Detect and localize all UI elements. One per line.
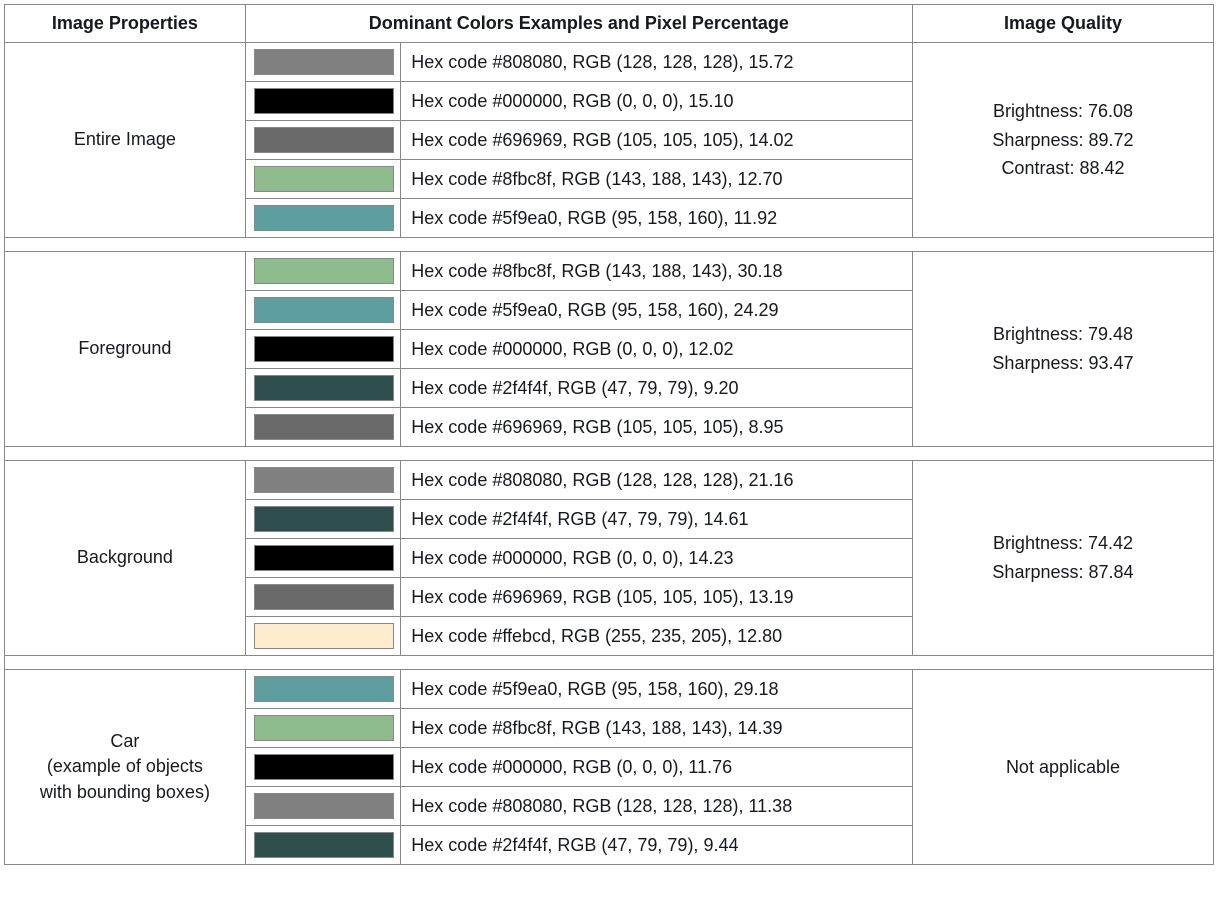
color-swatch-cell	[245, 461, 401, 500]
color-description: Hex code #2f4f4f, RGB (47, 79, 79), 9.20	[401, 369, 913, 408]
color-swatch-cell	[245, 121, 401, 160]
property-label: Foreground	[5, 252, 246, 447]
quality-metrics: Brightness: 76.08Sharpness: 89.72Contras…	[912, 43, 1213, 238]
color-description: Hex code #5f9ea0, RGB (95, 158, 160), 29…	[401, 670, 913, 709]
color-swatch	[254, 205, 394, 231]
color-description: Hex code #5f9ea0, RGB (95, 158, 160), 11…	[401, 199, 913, 238]
color-swatch-cell	[245, 709, 401, 748]
color-swatch	[254, 623, 394, 649]
color-swatch-cell	[245, 539, 401, 578]
color-swatch-cell	[245, 43, 401, 82]
color-swatch-cell	[245, 670, 401, 709]
color-swatch	[254, 754, 394, 780]
color-description: Hex code #8fbc8f, RGB (143, 188, 143), 3…	[401, 252, 913, 291]
color-description: Hex code #696969, RGB (105, 105, 105), 8…	[401, 408, 913, 447]
color-description: Hex code #ffebcd, RGB (255, 235, 205), 1…	[401, 617, 913, 656]
property-label: Background	[5, 461, 246, 656]
color-swatch-cell	[245, 160, 401, 199]
header-image-quality: Image Quality	[912, 5, 1213, 43]
color-description: Hex code #000000, RGB (0, 0, 0), 12.02	[401, 330, 913, 369]
color-swatch-cell	[245, 369, 401, 408]
color-swatch	[254, 127, 394, 153]
color-swatch	[254, 584, 394, 610]
color-swatch	[254, 336, 394, 362]
color-description: Hex code #696969, RGB (105, 105, 105), 1…	[401, 578, 913, 617]
color-swatch	[254, 832, 394, 858]
color-swatch-cell	[245, 199, 401, 238]
color-swatch-cell	[245, 252, 401, 291]
color-description: Hex code #2f4f4f, RGB (47, 79, 79), 14.6…	[401, 500, 913, 539]
section-divider	[5, 656, 1214, 670]
color-swatch-cell	[245, 82, 401, 121]
table-header-row: Image Properties Dominant Colors Example…	[5, 5, 1214, 43]
color-swatch	[254, 258, 394, 284]
table-row: BackgroundHex code #808080, RGB (128, 12…	[5, 461, 1214, 500]
color-description: Hex code #8fbc8f, RGB (143, 188, 143), 1…	[401, 160, 913, 199]
table-row: Car(example of objectswith bounding boxe…	[5, 670, 1214, 709]
color-swatch	[254, 506, 394, 532]
color-swatch-cell	[245, 291, 401, 330]
color-swatch	[254, 49, 394, 75]
quality-metrics: Brightness: 79.48Sharpness: 93.47	[912, 252, 1213, 447]
property-label: Car(example of objectswith bounding boxe…	[5, 670, 246, 865]
color-swatch	[254, 375, 394, 401]
table-row: ForegroundHex code #8fbc8f, RGB (143, 18…	[5, 252, 1214, 291]
color-swatch-cell	[245, 500, 401, 539]
color-description: Hex code #808080, RGB (128, 128, 128), 2…	[401, 461, 913, 500]
color-swatch-cell	[245, 330, 401, 369]
image-properties-table: Image Properties Dominant Colors Example…	[4, 4, 1214, 865]
color-description: Hex code #2f4f4f, RGB (47, 79, 79), 9.44	[401, 826, 913, 865]
quality-metrics: Brightness: 74.42Sharpness: 87.84	[912, 461, 1213, 656]
quality-metrics: Not applicable	[912, 670, 1213, 865]
color-swatch-cell	[245, 748, 401, 787]
header-dominant-colors: Dominant Colors Examples and Pixel Perce…	[245, 5, 912, 43]
color-description: Hex code #696969, RGB (105, 105, 105), 1…	[401, 121, 913, 160]
color-description: Hex code #000000, RGB (0, 0, 0), 15.10	[401, 82, 913, 121]
color-description: Hex code #808080, RGB (128, 128, 128), 1…	[401, 43, 913, 82]
color-swatch	[254, 467, 394, 493]
color-description: Hex code #000000, RGB (0, 0, 0), 11.76	[401, 748, 913, 787]
color-swatch-cell	[245, 787, 401, 826]
section-divider	[5, 238, 1214, 252]
color-description: Hex code #000000, RGB (0, 0, 0), 14.23	[401, 539, 913, 578]
color-swatch	[254, 88, 394, 114]
color-swatch-cell	[245, 826, 401, 865]
table-row: Entire ImageHex code #808080, RGB (128, …	[5, 43, 1214, 82]
color-swatch	[254, 676, 394, 702]
color-swatch	[254, 715, 394, 741]
color-description: Hex code #808080, RGB (128, 128, 128), 1…	[401, 787, 913, 826]
color-swatch	[254, 793, 394, 819]
color-description: Hex code #5f9ea0, RGB (95, 158, 160), 24…	[401, 291, 913, 330]
color-swatch	[254, 414, 394, 440]
header-image-properties: Image Properties	[5, 5, 246, 43]
color-swatch-cell	[245, 617, 401, 656]
property-label: Entire Image	[5, 43, 246, 238]
section-divider	[5, 447, 1214, 461]
color-swatch-cell	[245, 578, 401, 617]
color-description: Hex code #8fbc8f, RGB (143, 188, 143), 1…	[401, 709, 913, 748]
color-swatch	[254, 166, 394, 192]
color-swatch	[254, 297, 394, 323]
color-swatch	[254, 545, 394, 571]
color-swatch-cell	[245, 408, 401, 447]
